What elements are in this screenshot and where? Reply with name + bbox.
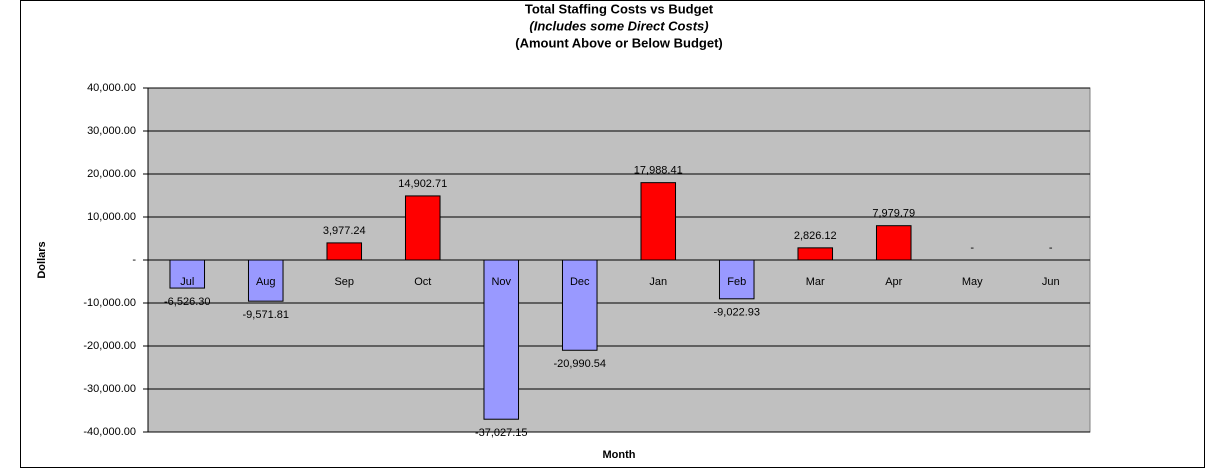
y-tick-label: 20,000.00 xyxy=(87,168,136,180)
x-tick-label: Oct xyxy=(414,276,431,288)
x-tick-label: Jun xyxy=(1042,276,1060,288)
x-tick-label: Nov xyxy=(491,276,511,288)
value-label: - xyxy=(1049,242,1053,254)
value-label: -37,027.15 xyxy=(475,427,528,439)
bar xyxy=(326,242,363,261)
chart-title: Total Staffing Costs vs Budget xyxy=(525,1,714,16)
value-label: 3,977.24 xyxy=(323,225,366,237)
value-label: 2,826.12 xyxy=(794,230,837,242)
bar xyxy=(483,259,520,420)
bar xyxy=(875,225,912,261)
chart-annotation: (Amount Above or Below Budget) xyxy=(515,35,723,50)
x-tick-label: Apr xyxy=(885,276,902,288)
y-tick-label: -30,000.00 xyxy=(83,383,136,395)
bar xyxy=(561,259,598,351)
y-tick-label: -10,000.00 xyxy=(83,297,136,309)
value-label: 7,979.79 xyxy=(872,208,915,220)
value-label: -9,022.93 xyxy=(714,307,760,319)
value-label: -6,526.30 xyxy=(164,296,210,308)
value-label: -9,571.81 xyxy=(243,309,289,321)
bar xyxy=(797,247,834,261)
x-tick-label: Sep xyxy=(334,276,354,288)
value-label: - xyxy=(970,242,974,254)
y-tick-label: 40,000.00 xyxy=(87,82,136,94)
x-tick-label: May xyxy=(962,276,983,288)
y-tick-label: 10,000.00 xyxy=(87,211,136,223)
value-label: 14,902.71 xyxy=(398,178,447,190)
x-axis-title: Month xyxy=(603,449,636,461)
value-label: 17,988.41 xyxy=(634,165,683,177)
x-tick-label: Jul xyxy=(180,276,194,288)
y-tick-label: -20,000.00 xyxy=(83,340,136,352)
bar xyxy=(404,195,441,261)
bar xyxy=(640,182,677,261)
chart-subtitle: (Includes some Direct Costs) xyxy=(529,18,708,33)
x-tick-label: Aug xyxy=(256,276,276,288)
y-axis-title: Dollars xyxy=(36,241,48,278)
bar xyxy=(247,259,284,302)
x-tick-label: Dec xyxy=(570,276,590,288)
x-tick-label: Feb xyxy=(727,276,746,288)
y-tick-label: -40,000.00 xyxy=(83,426,136,438)
bar xyxy=(718,259,755,300)
y-tick-label: 30,000.00 xyxy=(87,125,136,137)
x-tick-label: Jan xyxy=(649,276,667,288)
y-tick-label: - xyxy=(132,254,136,266)
value-label: -20,990.54 xyxy=(553,358,606,370)
x-tick-label: Mar xyxy=(806,276,825,288)
bar xyxy=(169,259,206,289)
